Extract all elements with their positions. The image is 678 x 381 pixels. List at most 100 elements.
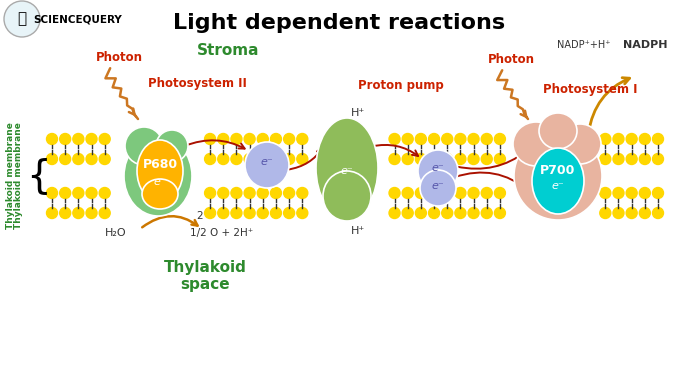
Circle shape <box>86 154 97 165</box>
Circle shape <box>389 208 400 218</box>
Circle shape <box>613 187 624 199</box>
Circle shape <box>455 208 466 218</box>
Circle shape <box>99 133 111 144</box>
Circle shape <box>600 208 611 218</box>
Circle shape <box>468 133 479 144</box>
Circle shape <box>47 133 58 144</box>
Circle shape <box>613 208 624 218</box>
Circle shape <box>639 187 650 199</box>
Circle shape <box>468 187 479 199</box>
Circle shape <box>639 154 650 165</box>
Text: NADPH: NADPH <box>623 40 667 50</box>
Circle shape <box>231 154 242 165</box>
Circle shape <box>257 154 268 165</box>
Circle shape <box>442 154 453 165</box>
Text: Photosystem I: Photosystem I <box>543 83 637 96</box>
Circle shape <box>73 208 84 218</box>
Circle shape <box>99 154 111 165</box>
Text: Thylakoid membrane: Thylakoid membrane <box>14 123 22 229</box>
Circle shape <box>297 187 308 199</box>
Circle shape <box>416 154 426 165</box>
Circle shape <box>600 133 611 144</box>
Circle shape <box>205 154 216 165</box>
Circle shape <box>481 133 492 144</box>
Circle shape <box>481 208 492 218</box>
Circle shape <box>652 208 664 218</box>
Circle shape <box>428 187 439 199</box>
Circle shape <box>99 208 111 218</box>
Ellipse shape <box>156 130 188 162</box>
Ellipse shape <box>125 127 163 165</box>
Circle shape <box>271 154 281 165</box>
Text: e⁻: e⁻ <box>154 177 166 187</box>
Circle shape <box>626 187 637 199</box>
Circle shape <box>494 154 505 165</box>
Text: Photon: Photon <box>488 53 535 66</box>
Circle shape <box>613 133 624 144</box>
Ellipse shape <box>513 122 559 166</box>
Circle shape <box>244 187 255 199</box>
Text: e⁻: e⁻ <box>432 181 444 191</box>
Circle shape <box>231 208 242 218</box>
Circle shape <box>652 154 664 165</box>
Circle shape <box>468 208 479 218</box>
Text: e⁻: e⁻ <box>552 181 564 191</box>
Text: e⁻: e⁻ <box>260 157 273 167</box>
Ellipse shape <box>418 150 458 192</box>
Circle shape <box>244 154 255 165</box>
Circle shape <box>389 154 400 165</box>
Text: {: { <box>26 157 50 195</box>
Text: H⁺: H⁺ <box>351 108 365 118</box>
Circle shape <box>297 154 308 165</box>
Circle shape <box>626 133 637 144</box>
Text: Thylakoid membrane: Thylakoid membrane <box>5 123 14 229</box>
Circle shape <box>205 187 216 199</box>
Circle shape <box>47 208 58 218</box>
Ellipse shape <box>124 136 192 216</box>
Circle shape <box>494 208 505 218</box>
Text: Photosystem II: Photosystem II <box>148 77 247 90</box>
Circle shape <box>652 133 664 144</box>
Circle shape <box>442 187 453 199</box>
Circle shape <box>297 208 308 218</box>
Circle shape <box>257 187 268 199</box>
Circle shape <box>205 208 216 218</box>
Text: Stroma: Stroma <box>197 43 260 58</box>
Circle shape <box>73 187 84 199</box>
Circle shape <box>402 133 413 144</box>
Circle shape <box>402 208 413 218</box>
Circle shape <box>283 154 295 165</box>
Ellipse shape <box>559 124 601 164</box>
Circle shape <box>442 133 453 144</box>
Circle shape <box>626 154 637 165</box>
Circle shape <box>442 208 453 218</box>
Circle shape <box>402 154 413 165</box>
Ellipse shape <box>532 148 584 214</box>
Text: e⁻: e⁻ <box>340 166 353 176</box>
Circle shape <box>271 133 281 144</box>
Circle shape <box>99 187 111 199</box>
Text: H₂O: H₂O <box>105 228 127 238</box>
Circle shape <box>600 154 611 165</box>
Circle shape <box>626 208 637 218</box>
Circle shape <box>86 208 97 218</box>
Circle shape <box>257 133 268 144</box>
Circle shape <box>283 208 295 218</box>
Text: H⁺: H⁺ <box>351 226 365 236</box>
Ellipse shape <box>420 170 456 206</box>
Circle shape <box>428 154 439 165</box>
Circle shape <box>47 154 58 165</box>
Circle shape <box>455 187 466 199</box>
Circle shape <box>389 187 400 199</box>
Circle shape <box>73 133 84 144</box>
Circle shape <box>283 187 295 199</box>
Circle shape <box>428 133 439 144</box>
Circle shape <box>60 208 71 218</box>
Circle shape <box>468 154 479 165</box>
Circle shape <box>455 133 466 144</box>
Circle shape <box>600 187 611 199</box>
Circle shape <box>271 208 281 218</box>
Text: e⁻: e⁻ <box>432 163 444 173</box>
Circle shape <box>416 133 426 144</box>
Circle shape <box>416 208 426 218</box>
